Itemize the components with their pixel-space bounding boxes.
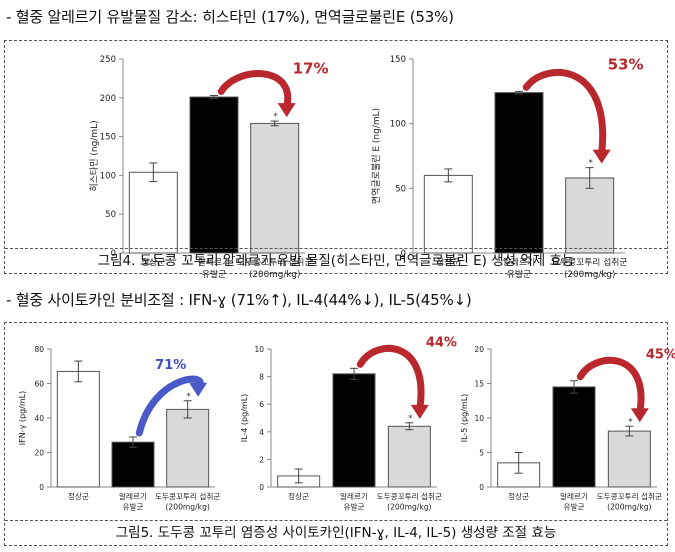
bar — [56, 370, 100, 488]
category-label: 알레르기 — [503, 257, 535, 268]
category-label: 알레르기 — [560, 491, 588, 501]
percent-annotation: 71% — [155, 358, 186, 373]
bar — [166, 408, 210, 488]
y-tick-label: 10 — [474, 414, 484, 423]
arrow-head — [277, 103, 296, 118]
category-label: 도두콩꼬투리 섭취군 — [155, 491, 220, 501]
category-label: 유발군 — [564, 502, 585, 512]
figure5-caption: 그림5. 도두콩 꼬투리 염증성 사이토카인(IFN-ɣ, IL-4, IL-5… — [5, 520, 667, 545]
category-label: 유발군 — [507, 269, 531, 280]
y-tick-label: 2 — [259, 455, 264, 464]
percent-annotation: 45% — [646, 348, 675, 363]
decrease-arrow — [522, 68, 607, 158]
arrow-head — [592, 149, 611, 164]
bar — [189, 96, 239, 254]
y-tick-label: 10 — [254, 345, 264, 354]
arrow-head — [410, 404, 429, 419]
category-label: 도두콩꼬투리 섭취군 — [377, 491, 442, 501]
category-label: (200mg/kg) — [564, 270, 615, 280]
y-tick-label: 40 — [34, 414, 44, 423]
category-label: 정상군 — [288, 491, 309, 501]
arrow-head — [630, 408, 649, 423]
bar — [387, 425, 431, 488]
y-axis-label: IL-5 (pg/mL) — [460, 394, 469, 443]
category-label: 알레르기 — [198, 257, 230, 268]
category-label: 알레르기 — [119, 491, 147, 501]
y-tick-label: 100 — [390, 120, 406, 130]
significance-mark: * — [273, 112, 278, 122]
significance-mark: * — [628, 417, 633, 427]
decrease-arrow — [217, 70, 292, 111]
y-axis-label: 면역글로불린 E (ng/mL) — [371, 108, 382, 204]
bar — [565, 177, 615, 254]
category-label: 정상군 — [141, 257, 165, 268]
bar — [423, 174, 473, 254]
figure4-panel: 0 50 100 150 200 250 히스타민 (ng/mL) 정상군 알레르기 유발군 * 도두… — [4, 40, 668, 280]
category-label: (200mg/kg) — [387, 503, 431, 512]
category-label: 정상군 — [436, 257, 460, 268]
section1-heading: - 혈중 알레르기 유발물질 감소: 히스타민 (17%), 면역글로불린E (… — [6, 8, 454, 26]
figure5-panel: 0 20 40 60 80 IFN-γ (pg/mL) 정상군 알레르기 유발군 * 도두콩꼬투리 … — [4, 322, 675, 546]
category-label: 도두콩꼬투리 섭취군 — [597, 491, 662, 501]
bar — [332, 373, 376, 488]
category-label: (200mg/kg) — [607, 503, 651, 512]
decrease-arrow — [356, 344, 425, 413]
significance-mark: * — [408, 414, 413, 424]
category-label: 정상군 — [68, 491, 89, 501]
y-tick-label: 150 — [100, 133, 116, 143]
category-label: 도두콩꼬투리 섭취군 — [552, 257, 628, 268]
category-label: 정상군 — [508, 491, 529, 501]
y-tick-label: 80 — [34, 345, 44, 354]
y-tick-label: 200 — [100, 94, 116, 104]
y-tick-label: 20 — [34, 449, 44, 458]
y-tick-label: 50 — [395, 184, 406, 194]
category-label: 유발군 — [202, 269, 226, 280]
y-tick-label: 6 — [259, 400, 264, 409]
percent-annotation: 44% — [426, 335, 457, 350]
y-tick-label: 0 — [479, 483, 484, 492]
y-tick-label: 150 — [390, 55, 406, 65]
percent-annotation: 53% — [608, 55, 644, 73]
y-tick-label: 0 — [259, 483, 264, 492]
y-axis-label: IFN-γ (pg/mL) — [18, 391, 27, 445]
y-tick-label: 4 — [259, 428, 264, 437]
y-tick-label: 0 — [111, 249, 116, 259]
y-tick-label: 50 — [105, 210, 116, 220]
y-tick-label: 20 — [474, 345, 484, 354]
decrease-arrow — [576, 356, 645, 416]
significance-mark: * — [186, 392, 191, 402]
category-label: 유발군 — [123, 502, 144, 512]
y-tick-label: 250 — [100, 55, 116, 65]
significance-mark: * — [588, 159, 593, 169]
bar — [111, 441, 155, 488]
y-axis-label: IL-4 (pg/mL) — [240, 394, 249, 443]
figure4-caption: 그림4. 도두콩 꼬투리 알레르기 유발 물질(히스타민, 면역글로불린 E) … — [5, 248, 667, 273]
percent-annotation: 17% — [293, 59, 329, 77]
category-label: 도두콩꼬투리 섭취군 — [237, 257, 313, 268]
category-label: 알레르기 — [340, 491, 368, 501]
y-tick-label: 0 — [401, 249, 406, 259]
category-label: (200mg/kg) — [165, 503, 209, 512]
bar — [552, 386, 596, 488]
category-label: (200mg/kg) — [249, 270, 300, 280]
y-tick-label: 15 — [474, 380, 484, 389]
bar — [250, 122, 300, 254]
bar — [607, 430, 651, 488]
category-label: 유발군 — [344, 502, 365, 512]
y-tick-label: 5 — [479, 449, 484, 458]
bar — [494, 92, 544, 254]
section2-heading: - 혈중 사이토카인 분비조절 : IFN-ɣ (71%↑), IL-4(44%… — [6, 291, 472, 309]
y-axis-label: 히스타민 (ng/mL) — [89, 120, 100, 191]
arrow-head — [189, 382, 208, 397]
bar — [128, 171, 178, 254]
y-tick-label: 60 — [34, 380, 44, 389]
y-tick-label: 0 — [39, 483, 44, 492]
y-tick-label: 8 — [259, 373, 264, 382]
y-tick-label: 100 — [100, 171, 116, 181]
